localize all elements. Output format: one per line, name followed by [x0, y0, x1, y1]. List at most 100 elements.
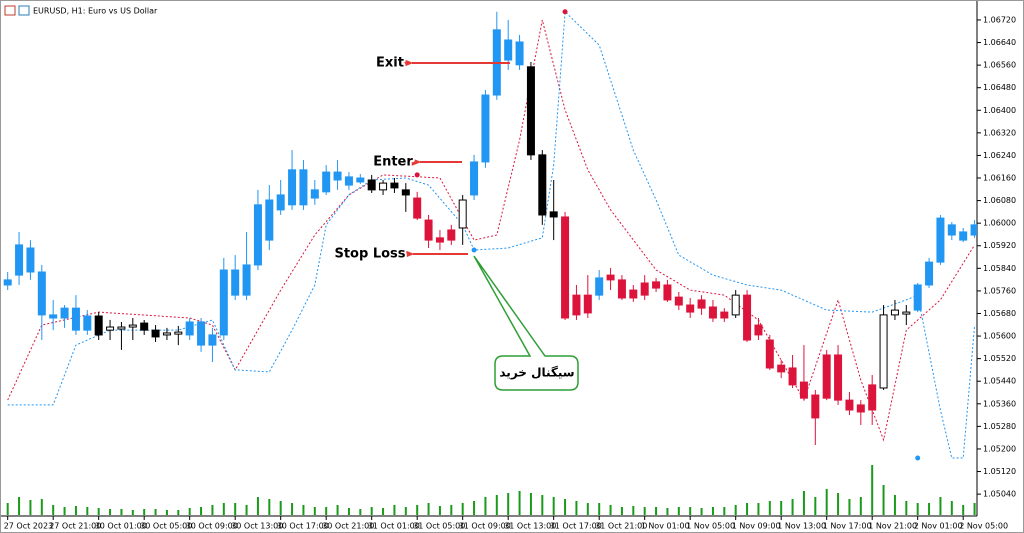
candle-body — [288, 169, 297, 206]
candle-body — [834, 354, 843, 401]
x-tick-label: 1 Nov 05:00 — [686, 522, 735, 531]
x-tick-label: 1 Nov 13:00 — [777, 522, 826, 531]
y-tick-label: 1.06240 — [983, 151, 1016, 160]
x-tick-label: 31 Oct 21:00 — [595, 522, 647, 531]
annotation-label: Enter — [373, 155, 413, 170]
candle-body — [94, 315, 103, 336]
annotation-label: Exit — [376, 56, 404, 71]
x-tick-label: 1 Nov 09:00 — [732, 522, 781, 531]
candle-body — [890, 309, 899, 316]
candle-body — [435, 237, 444, 243]
candle-body — [606, 274, 615, 281]
candle-body — [731, 294, 740, 316]
candle-body — [936, 217, 945, 263]
candle-body — [60, 307, 69, 319]
y-tick-label: 1.05360 — [983, 399, 1016, 408]
plot — [3, 9, 977, 515]
y-tick-label: 1.06400 — [983, 106, 1016, 115]
axes: 1.05040 1.05120 1.05200 1.05280 1.05360 1.054… — [4, 15, 1016, 530]
candle-body — [777, 364, 786, 373]
x-tick-label: 31 Oct 09:00 — [459, 522, 511, 531]
candle-body — [674, 296, 683, 306]
candle-body — [561, 216, 570, 319]
candle-body — [276, 194, 285, 211]
candle-body — [515, 41, 524, 66]
signal-dot — [414, 172, 420, 178]
x-tick-label: 31 Oct 13:00 — [504, 522, 556, 531]
candle-body — [822, 354, 831, 399]
candle-body — [424, 219, 433, 241]
candle-body — [458, 199, 467, 229]
candle-body — [128, 324, 137, 328]
y-tick-label: 1.05920 — [983, 241, 1016, 250]
candle-body — [344, 176, 353, 186]
candle-body — [208, 334, 217, 346]
x-tick-label: 31 Oct 05:00 — [413, 522, 465, 531]
candle-body — [333, 171, 342, 181]
x-tick-label: 1 Nov 17:00 — [823, 522, 872, 531]
y-tick-label: 1.06720 — [983, 15, 1016, 24]
x-tick-label: 31 Oct 01:00 — [368, 522, 420, 531]
y-tick-label: 1.06080 — [983, 196, 1016, 205]
candle-body — [49, 314, 58, 319]
candle-body — [720, 311, 729, 319]
candle-body — [765, 339, 774, 369]
indicator-line — [7, 19, 976, 442]
candle-body — [947, 224, 956, 236]
candle-body — [197, 321, 206, 346]
signal-dot — [471, 247, 477, 253]
candle-body — [379, 182, 388, 191]
candle-body — [686, 304, 695, 313]
candle-body — [3, 279, 12, 286]
candle-body — [902, 311, 911, 315]
candle-body — [71, 307, 80, 331]
candle-body — [572, 294, 581, 316]
x-tick-label: 30 Oct 17:00 — [277, 522, 329, 531]
candle-body — [265, 199, 274, 241]
candle-body — [629, 289, 638, 299]
candle-body — [322, 171, 331, 193]
candle-body — [174, 331, 183, 335]
candle-body — [481, 94, 490, 163]
y-tick-label: 1.06320 — [983, 128, 1016, 137]
x-tick-label: 30 Oct 01:00 — [95, 522, 147, 531]
candle-body — [595, 277, 604, 296]
candle-body — [925, 261, 934, 286]
x-tick-label: 2 Nov 05:00 — [959, 522, 1008, 531]
candle-body — [788, 367, 797, 386]
y-tick-label: 1.06000 — [983, 219, 1016, 228]
candle-body — [367, 179, 376, 191]
candle-body — [913, 284, 922, 311]
y-tick-label: 1.05520 — [983, 354, 1016, 363]
y-tick-label: 1.05600 — [983, 332, 1016, 341]
x-tick-label: 30 Oct 21:00 — [322, 522, 374, 531]
title-icons — [4, 5, 30, 16]
candle-body — [162, 332, 171, 336]
y-tick-label: 1.05680 — [983, 309, 1016, 318]
y-tick-label: 1.06640 — [983, 38, 1016, 47]
candle-body — [231, 269, 240, 296]
candle-body — [663, 284, 672, 301]
candle-body — [299, 169, 308, 206]
callout-bubble — [473, 255, 579, 391]
candle-body — [799, 381, 808, 399]
y-tick-label: 1.05840 — [983, 264, 1016, 273]
y-tick-label: 1.05120 — [983, 467, 1016, 476]
annotations: Exit Enter Stop Loss سیگنال خرید — [332, 54, 579, 391]
y-tick-label: 1.06480 — [983, 83, 1016, 92]
candle-body — [617, 279, 626, 299]
candle-body — [504, 39, 513, 61]
candle-body — [959, 231, 968, 241]
candle-body — [140, 322, 149, 331]
candle-body — [401, 189, 410, 196]
candle-body — [549, 211, 558, 218]
candle-body — [879, 314, 888, 389]
candle-body — [526, 66, 535, 156]
chart-title: EURUSD, H1: Euro vs US Dollar — [33, 7, 158, 16]
x-tick-label: 27 Oct 2023 — [4, 522, 53, 531]
callout-label: سیگنال خرید — [499, 366, 574, 380]
candle-body — [811, 394, 820, 419]
candle-body — [470, 161, 479, 196]
